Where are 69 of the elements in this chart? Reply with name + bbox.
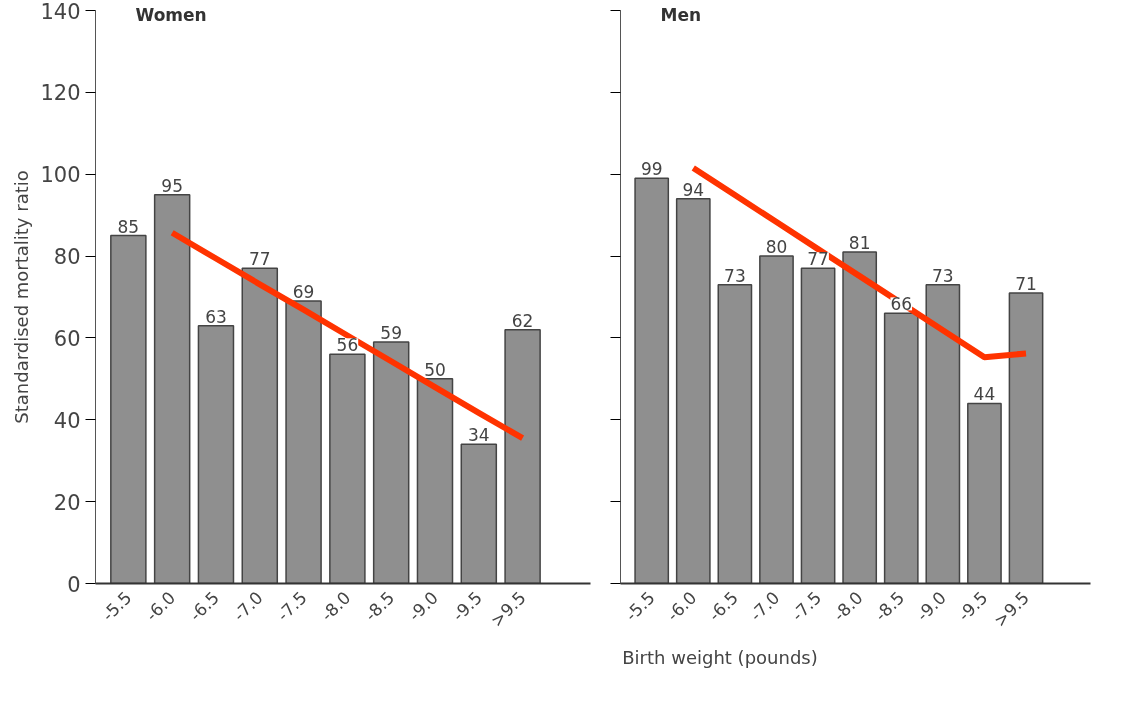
data-label: 50 — [424, 359, 446, 380]
x-tick-label: -6.5 — [185, 587, 224, 626]
y-tick-label: 60 — [53, 326, 81, 351]
bar — [675, 198, 711, 584]
x-tick-label: -5.5 — [97, 587, 136, 626]
data-label: 44 — [973, 384, 996, 405]
x-tick-label: -9.0 — [912, 587, 950, 626]
x-tick-label: -8.5 — [870, 587, 909, 626]
data-label: 81 — [848, 232, 871, 253]
data-label: 80 — [765, 237, 788, 258]
x-tick-label: -6.0 — [662, 587, 701, 626]
data-label: 99 — [640, 159, 663, 180]
y-tick-label: 120 — [40, 81, 81, 106]
x-tick-label: -9.5 — [448, 587, 486, 626]
data-label: 69 — [292, 282, 315, 303]
data-label: 95 — [161, 175, 183, 196]
data-label: 34 — [467, 425, 490, 446]
bar — [329, 353, 366, 584]
data-label: 59 — [380, 323, 403, 344]
x-tick-label: -8.0 — [316, 587, 355, 626]
x-tick-label: -6.5 — [704, 587, 742, 626]
x-tick-label: -6.0 — [141, 587, 180, 626]
x-tick-label: -5.5 — [621, 587, 659, 626]
x-tick-label: -9.0 — [404, 587, 443, 626]
bar — [416, 378, 454, 584]
data-label: 85 — [117, 216, 140, 237]
bar — [717, 283, 753, 584]
bar — [842, 251, 878, 584]
bar — [241, 267, 279, 584]
y-tick-label: 20 — [53, 490, 81, 515]
bar — [153, 193, 191, 584]
data-label: 62 — [511, 310, 534, 331]
bar — [925, 283, 961, 584]
x-tick-label: -8.5 — [360, 587, 399, 626]
data-label: 63 — [205, 306, 227, 327]
data-label: 73 — [724, 265, 746, 286]
y-tick-label: 140 — [40, 0, 81, 24]
data-label: 77 — [807, 249, 829, 270]
bar — [883, 312, 919, 584]
y-tick-label: 100 — [40, 163, 81, 188]
x-tick-label: -9.5 — [953, 587, 992, 626]
data-label: 73 — [932, 265, 954, 286]
bar — [372, 341, 410, 584]
x-tick-label: -7.0 — [229, 587, 267, 626]
data-label: 94 — [682, 179, 705, 200]
bar — [967, 402, 1002, 584]
x-tick-label: -8.0 — [829, 587, 867, 626]
chart-title: Women — [135, 4, 207, 25]
y-tick-label: 40 — [53, 408, 81, 433]
x-tick-label: -7.5 — [273, 587, 311, 626]
data-label: 77 — [248, 249, 271, 270]
x-axis-title: Birth weight (pounds) — [622, 646, 818, 670]
x-tick-label: -7.0 — [745, 587, 784, 626]
y-axis-title: Standardised mortality ratio — [11, 170, 33, 424]
bar — [800, 267, 836, 584]
bar — [634, 177, 670, 584]
y-tick-label: 0 — [67, 572, 81, 597]
chart-title: Men — [660, 4, 702, 25]
data-label: 56 — [336, 335, 359, 356]
bar — [1008, 292, 1044, 584]
bar — [504, 328, 541, 584]
bar — [197, 324, 235, 584]
bar — [460, 443, 498, 584]
y-tick-label: 80 — [53, 245, 81, 270]
bar — [285, 300, 322, 584]
x-tick-label: -7.5 — [787, 587, 826, 626]
bar — [110, 234, 147, 584]
bar — [759, 255, 794, 584]
data-label: 71 — [1015, 273, 1037, 294]
